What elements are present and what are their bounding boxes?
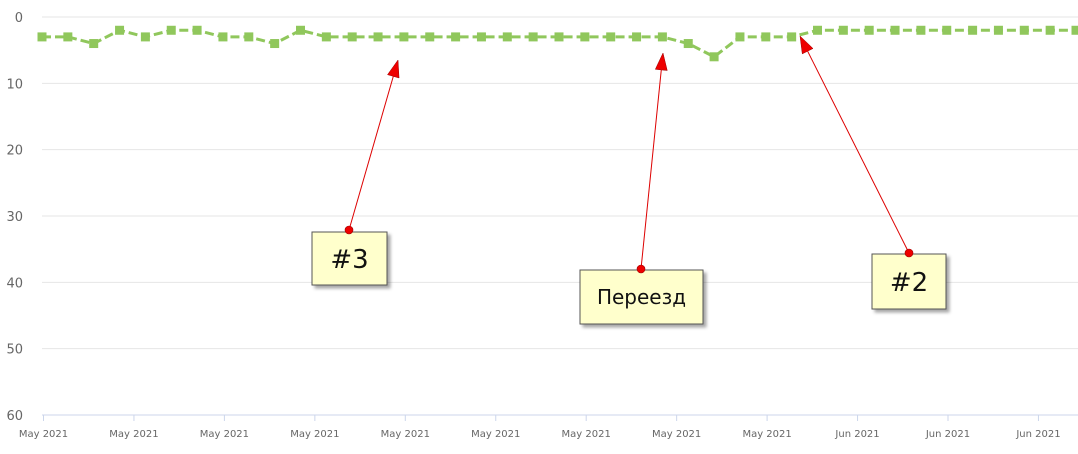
annotation-box	[579, 269, 704, 325]
data-point[interactable]	[270, 39, 280, 49]
data-point[interactable]	[451, 32, 461, 42]
x-tick-label: May 2021	[381, 429, 430, 440]
annotation: #3	[311, 59, 400, 286]
data-point[interactable]	[554, 32, 564, 42]
annotation-label: #3	[330, 245, 368, 275]
data-point[interactable]	[580, 32, 590, 42]
data-point[interactable]	[218, 32, 228, 42]
annotation-arrow	[348, 76, 394, 231]
arrow-head	[799, 35, 814, 55]
annotation-label: #2	[890, 268, 928, 298]
y-tick-label: 0	[15, 11, 23, 26]
data-point[interactable]	[166, 25, 176, 35]
arrow-anchor-dot	[904, 248, 914, 258]
data-point[interactable]	[140, 32, 150, 42]
data-point[interactable]	[476, 32, 486, 42]
series-ranking	[37, 25, 1078, 62]
annotation-box	[311, 231, 388, 286]
x-tick-label: May 2021	[290, 429, 339, 440]
annotation-box	[871, 253, 947, 310]
arrow-head	[654, 52, 668, 71]
x-tick-label: May 2021	[19, 429, 68, 440]
y-tick-label: 50	[6, 343, 23, 358]
y-axis-labels: 0 10 20 30 40 50 60	[6, 11, 23, 424]
x-tick-label: Jun 2021	[925, 429, 970, 440]
x-tick-label: May 2021	[742, 429, 791, 440]
data-point[interactable]	[942, 25, 952, 35]
data-point[interactable]	[968, 25, 978, 35]
data-point[interactable]	[425, 32, 435, 42]
data-point[interactable]	[606, 32, 616, 42]
y-tick-label: 60	[6, 409, 23, 424]
x-axis	[42, 414, 1078, 421]
data-point[interactable]	[115, 25, 125, 35]
annotations: #3 Переезд #2	[311, 35, 947, 325]
data-point[interactable]	[1071, 25, 1078, 35]
data-point[interactable]	[89, 39, 99, 49]
data-point[interactable]	[502, 32, 512, 42]
y-tick-label: 40	[6, 276, 23, 291]
arrow-anchor-dot	[636, 264, 646, 274]
data-point[interactable]	[399, 32, 409, 42]
x-tick-label: May 2021	[200, 429, 249, 440]
data-point[interactable]	[632, 32, 642, 42]
x-tick-label: Jun 2021	[1015, 429, 1060, 440]
data-point[interactable]	[735, 32, 745, 42]
annotation: Переезд	[579, 52, 704, 325]
data-point[interactable]	[528, 32, 538, 42]
data-point[interactable]	[296, 25, 305, 35]
data-point[interactable]	[864, 25, 874, 35]
data-point[interactable]	[347, 32, 357, 42]
data-point[interactable]	[321, 32, 331, 42]
data-point[interactable]	[683, 39, 693, 49]
x-tick-label: May 2021	[109, 429, 158, 440]
x-tick-label: May 2021	[471, 429, 520, 440]
annotation: #2	[799, 35, 947, 310]
data-point[interactable]	[63, 32, 73, 42]
data-point[interactable]	[787, 32, 797, 42]
x-tick-label: May 2021	[562, 429, 611, 440]
data-point[interactable]	[37, 32, 47, 42]
annotation-label: Переезд	[597, 285, 686, 309]
x-tick-label: Jun 2021	[834, 429, 879, 440]
arrow-anchor-dot	[344, 225, 354, 235]
data-point[interactable]	[761, 32, 771, 42]
arrow-head	[387, 59, 400, 79]
data-point[interactable]	[916, 25, 926, 35]
annotation-arrow	[640, 69, 662, 270]
y-tick-label: 20	[6, 144, 23, 159]
x-tick-label: May 2021	[652, 429, 701, 440]
data-point[interactable]	[1045, 25, 1055, 35]
y-tick-label: 10	[6, 77, 23, 92]
data-point[interactable]	[192, 25, 202, 35]
data-point[interactable]	[709, 52, 719, 62]
data-point[interactable]	[838, 25, 848, 35]
data-point[interactable]	[244, 32, 254, 42]
data-point[interactable]	[657, 32, 667, 42]
x-axis-labels: May 2021 May 2021 May 2021 May 2021 May 2021…	[19, 429, 1061, 440]
data-point[interactable]	[373, 32, 383, 42]
data-point[interactable]	[1019, 25, 1029, 35]
data-point[interactable]	[890, 25, 900, 35]
y-tick-label: 30	[6, 210, 23, 225]
grid-lines	[42, 16, 1078, 350]
data-point[interactable]	[813, 25, 822, 35]
data-point[interactable]	[993, 25, 1003, 35]
annotation-arrow	[807, 50, 910, 254]
